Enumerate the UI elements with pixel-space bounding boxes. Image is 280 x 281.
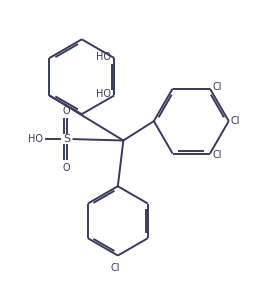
Text: O: O [63, 106, 70, 115]
Text: Cl: Cl [231, 116, 241, 126]
Text: HO: HO [96, 89, 111, 99]
Text: S: S [63, 134, 70, 144]
Text: Cl: Cl [110, 263, 120, 273]
Text: O: O [63, 163, 70, 173]
Text: Cl: Cl [212, 82, 222, 92]
Text: HO: HO [96, 52, 111, 62]
Text: HO: HO [28, 134, 43, 144]
Text: Cl: Cl [212, 150, 222, 160]
